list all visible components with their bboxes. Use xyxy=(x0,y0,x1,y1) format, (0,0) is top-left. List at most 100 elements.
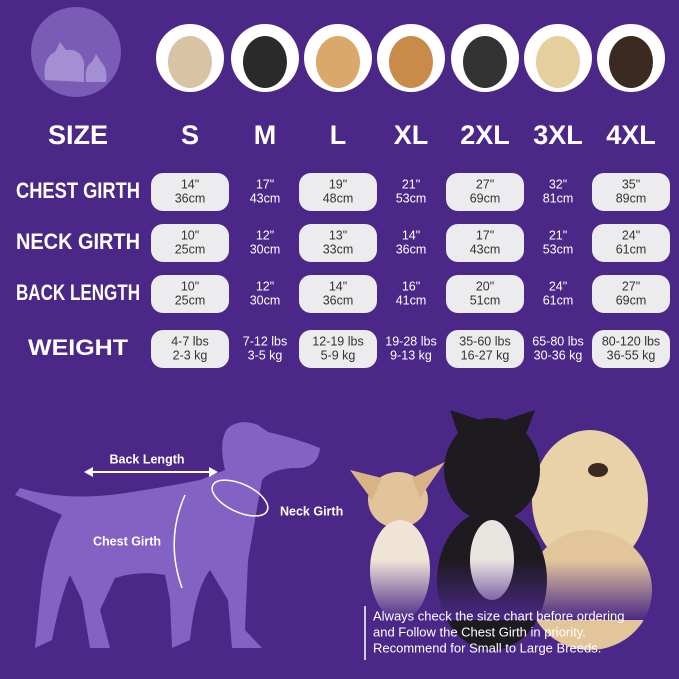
cell-pill xyxy=(446,224,524,262)
cell-text: 16-27 kg xyxy=(461,348,510,362)
cell-pill xyxy=(151,330,229,368)
cell-text: 80-120 lbs xyxy=(602,334,660,348)
cell-text: 14" xyxy=(402,228,420,242)
cell-pill xyxy=(299,275,377,313)
cell-text: 3-5 kg xyxy=(248,348,283,362)
cell-text: 13" xyxy=(329,228,347,242)
cell-text: 21" xyxy=(402,177,420,191)
cell-text: 89cm xyxy=(616,191,647,205)
cell-text: 36cm xyxy=(175,191,206,205)
size-label: M xyxy=(254,120,277,150)
size-label: L xyxy=(330,120,347,150)
cell-text: 25cm xyxy=(175,293,206,307)
cell-pill xyxy=(299,173,377,211)
row-label: WEIGHT xyxy=(28,335,129,360)
cell-text: 36-55 kg xyxy=(607,348,656,362)
cell-text: 30cm xyxy=(250,242,281,256)
cell-pill xyxy=(446,330,524,368)
dog-face xyxy=(463,36,507,88)
cell-text: 12" xyxy=(256,228,274,242)
size-label: XL xyxy=(394,120,429,150)
note-line: and Follow the Chest Girth in priority. xyxy=(373,624,586,639)
cell-pill xyxy=(592,330,670,368)
cell-text: 4-7 lbs xyxy=(171,334,209,348)
cell-text: 36cm xyxy=(396,242,427,256)
size-label: 2XL xyxy=(460,120,510,150)
cell-text: 65-80 lbs xyxy=(532,334,583,348)
cell-pill xyxy=(299,330,377,368)
cell-text: 17" xyxy=(256,177,274,191)
arrow-head xyxy=(209,467,218,477)
cell-text: 14" xyxy=(181,177,199,191)
cell-text: 21" xyxy=(549,228,567,242)
chest-girth-label: Chest Girth xyxy=(93,534,161,548)
dogs-photo xyxy=(340,410,679,650)
cell-text: 53cm xyxy=(543,242,574,256)
cell-text: 27" xyxy=(476,177,494,191)
cell-text: 69cm xyxy=(616,293,647,307)
size-label: S xyxy=(181,120,199,150)
cell-pill xyxy=(151,224,229,262)
cell-pill xyxy=(299,224,377,262)
cell-text: 12-19 lbs xyxy=(312,334,363,348)
note-line: Recommend for Small to Large Breeds. xyxy=(373,640,601,655)
cell-text: 48cm xyxy=(323,191,354,205)
cell-pill xyxy=(592,275,670,313)
cell-text: 61cm xyxy=(616,242,647,256)
back-length-label: Back Length xyxy=(109,452,184,466)
row-label: BACK LENGTH xyxy=(16,280,140,305)
breed-photos xyxy=(156,24,665,92)
note: Always check the size chart before order… xyxy=(373,608,624,655)
cell-pill xyxy=(592,173,670,211)
logo xyxy=(31,7,121,97)
cell-text: 19" xyxy=(329,177,347,191)
cell-text: 9-13 kg xyxy=(390,348,432,362)
chest-girth-loop xyxy=(173,494,186,589)
cell-text: 12" xyxy=(256,279,274,293)
cell-text: 43cm xyxy=(250,191,281,205)
cell-text: 16" xyxy=(402,279,420,293)
cell-text: 20" xyxy=(476,279,494,293)
neck-girth-label: Neck Girth xyxy=(280,504,343,518)
size-label: 4XL xyxy=(606,120,656,150)
cell-text: 27" xyxy=(622,279,640,293)
cell-pill xyxy=(151,173,229,211)
cell-text: 53cm xyxy=(396,191,427,205)
size-label: 3XL xyxy=(533,120,583,150)
cell-pill xyxy=(446,173,524,211)
cell-text: 32" xyxy=(549,177,567,191)
dog-face xyxy=(243,36,287,88)
cell-text: 61cm xyxy=(543,293,574,307)
cell-text: 7-12 lbs xyxy=(243,334,287,348)
cell-text: 24" xyxy=(549,279,567,293)
dog-face xyxy=(389,36,433,88)
cell-text: 5-9 kg xyxy=(321,348,356,362)
cell-text: 69cm xyxy=(470,191,501,205)
cell-text: 10" xyxy=(181,279,199,293)
cell-text: 51cm xyxy=(470,293,501,307)
size-header-label: SIZE xyxy=(48,120,108,150)
cell-text: 14" xyxy=(329,279,347,293)
cell-text: 35" xyxy=(622,177,640,191)
cell-text: 30cm xyxy=(250,293,281,307)
cell-pill xyxy=(446,275,524,313)
cell-text: 43cm xyxy=(470,242,501,256)
cell-text: 30-36 kg xyxy=(534,348,583,362)
neck-girth-loop xyxy=(211,479,269,517)
cell-text: 25cm xyxy=(175,242,206,256)
cell-pill xyxy=(151,275,229,313)
cell-text: 35-60 lbs xyxy=(459,334,510,348)
dog-face xyxy=(536,36,580,88)
cell-text: 24" xyxy=(622,228,640,242)
cell-text: 81cm xyxy=(543,191,574,205)
dog-face xyxy=(168,36,212,88)
dog-face xyxy=(316,36,360,88)
dog-silhouette xyxy=(15,422,320,648)
cell-text: 17" xyxy=(476,228,494,242)
cell-text: 19-28 lbs xyxy=(385,334,436,348)
arrow-head xyxy=(84,467,93,477)
cell-text: 2-3 kg xyxy=(173,348,208,362)
row-label: NECK GIRTH xyxy=(16,229,140,254)
